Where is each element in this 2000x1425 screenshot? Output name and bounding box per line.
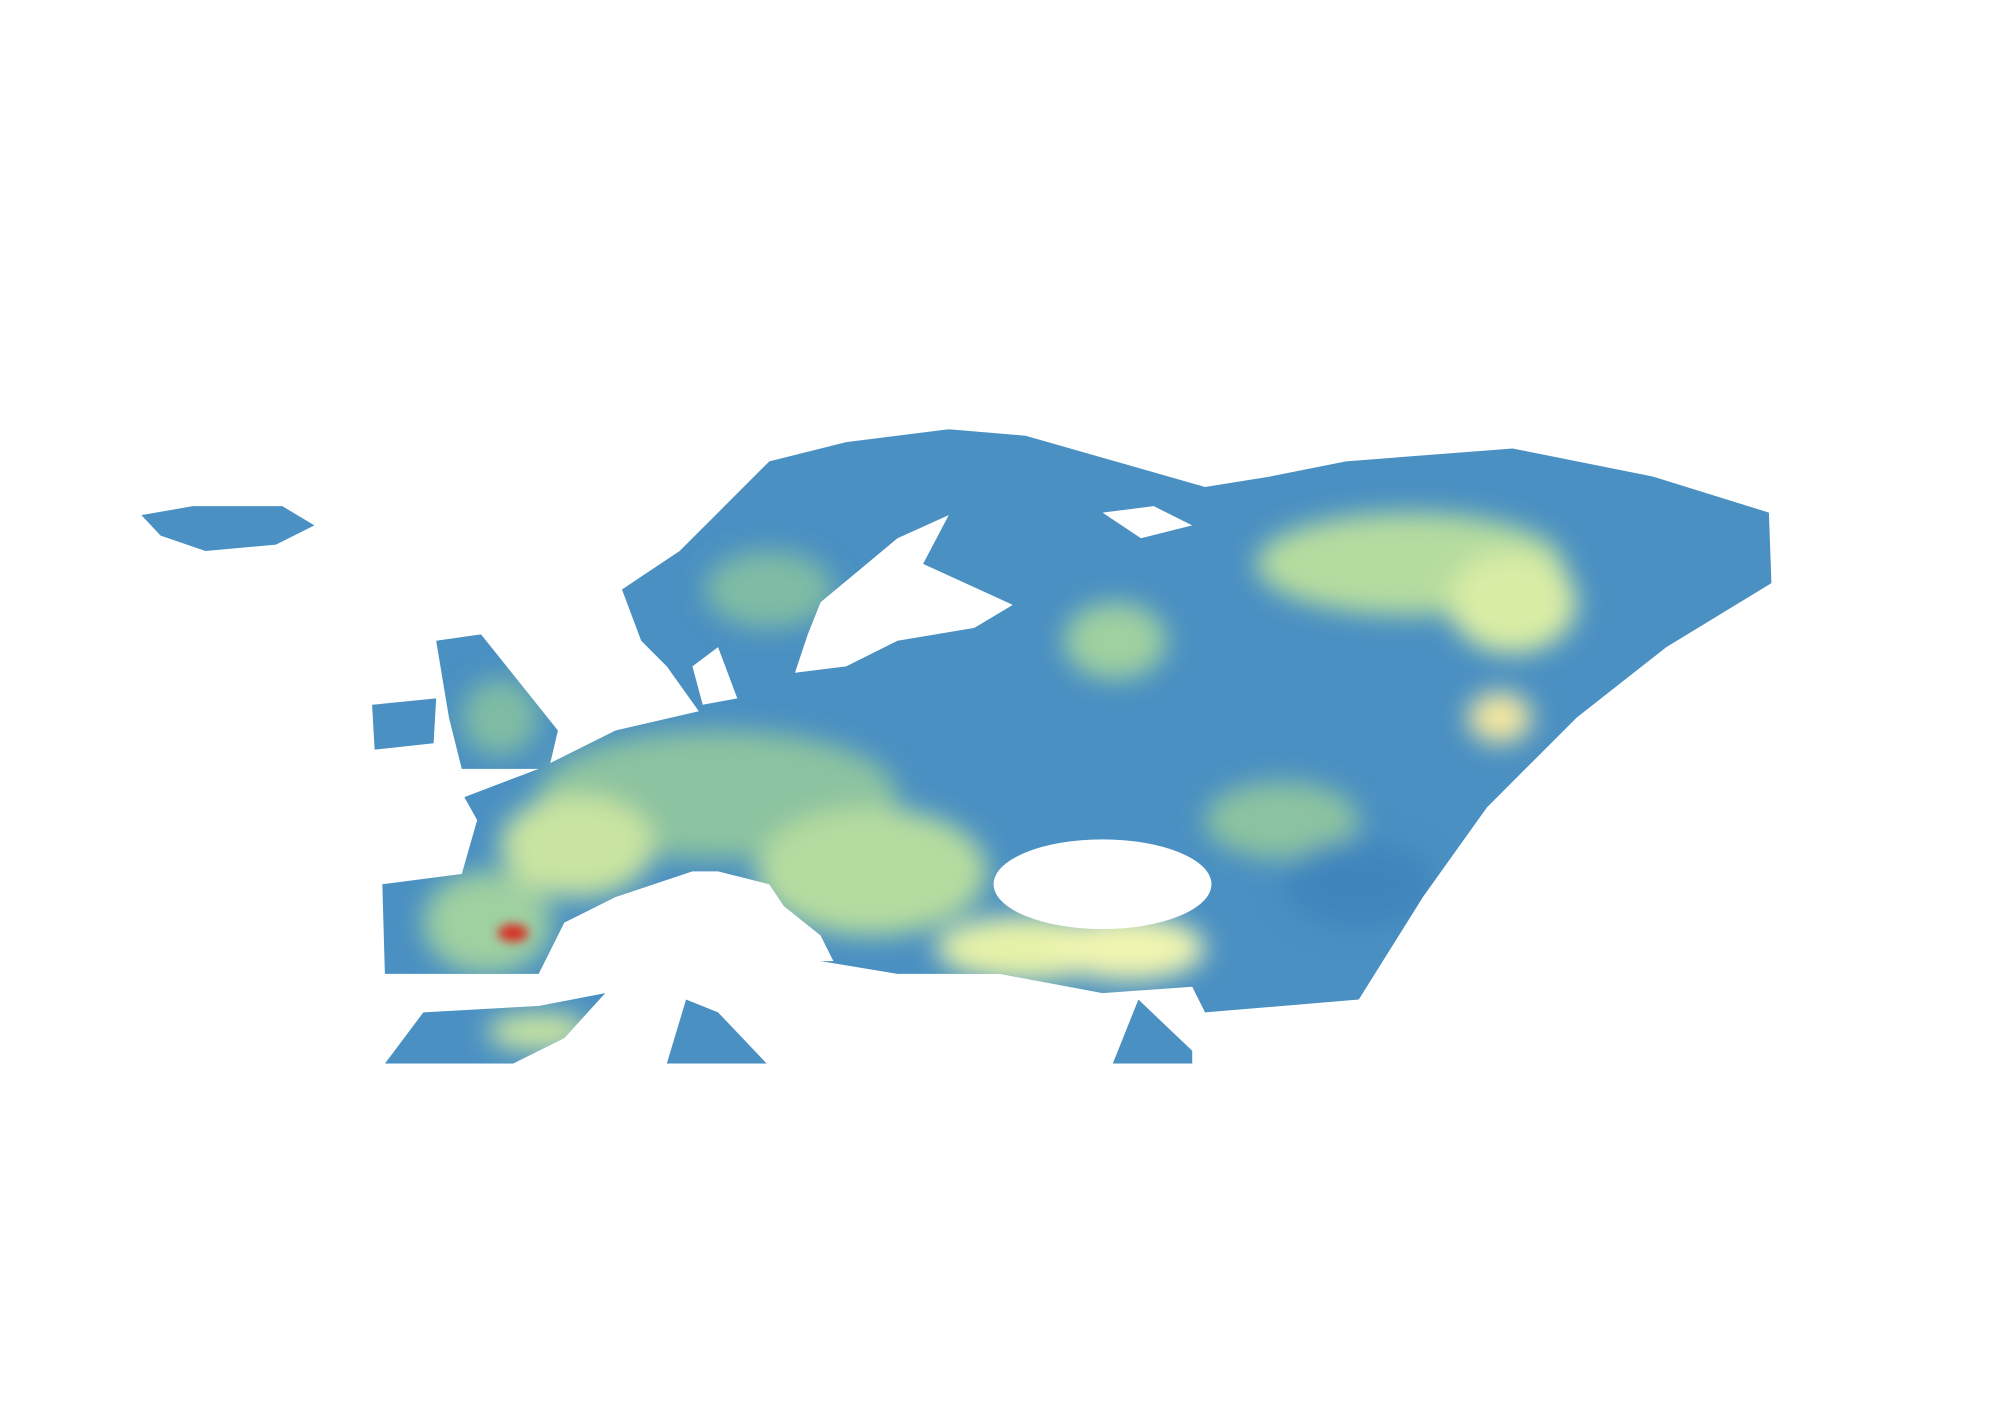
value-blobs [423, 512, 1577, 1051]
blob [1205, 781, 1359, 859]
kattegat [692, 647, 738, 705]
blob [1448, 551, 1577, 654]
blob [1064, 602, 1167, 680]
blob [1467, 691, 1532, 744]
hotspot [497, 923, 529, 942]
blob [1051, 916, 1206, 981]
water-bodies [692, 506, 1212, 962]
blob [756, 807, 988, 936]
blob [487, 1012, 590, 1051]
blob [461, 679, 539, 757]
blob [423, 871, 552, 974]
blob [1281, 839, 1436, 930]
black-sea [993, 839, 1212, 930]
land-raster [141, 429, 1772, 1064]
adriatic-sea [756, 884, 834, 962]
baltic-sea [794, 515, 1013, 673]
blob [500, 794, 655, 898]
white-sea [1102, 506, 1193, 539]
base-fill [141, 429, 1772, 1064]
blob [705, 551, 834, 628]
